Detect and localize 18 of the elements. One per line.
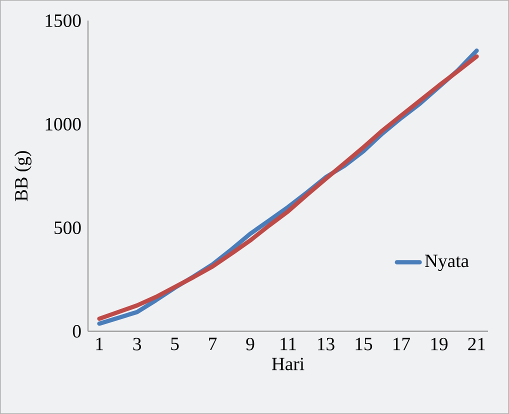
x-tick-label: 11 (280, 338, 296, 350)
x-tick-label: 15 (356, 338, 372, 350)
x-tick-label: 21 (468, 338, 485, 350)
x-tick-label: 13 (318, 338, 334, 350)
y-tick-label: 0 (72, 325, 81, 338)
legend-label: Nyata (425, 254, 469, 272)
y-tick-label: 500 (54, 221, 81, 234)
y-axis-title: BB (g) (14, 151, 32, 202)
x-tick-label: 3 (133, 338, 142, 350)
x-axis-title: Hari (272, 358, 304, 370)
x-tick-label: 19 (431, 338, 448, 350)
x-tick-label: 5 (171, 338, 179, 350)
x-tick-label: 7 (209, 338, 217, 350)
y-tick-label: 1000 (46, 118, 81, 131)
x-tick-label: 17 (394, 338, 410, 350)
x-tick-label: 1 (96, 338, 103, 350)
y-tick-label: 1500 (46, 14, 81, 27)
x-tick-label: 9 (246, 338, 254, 350)
